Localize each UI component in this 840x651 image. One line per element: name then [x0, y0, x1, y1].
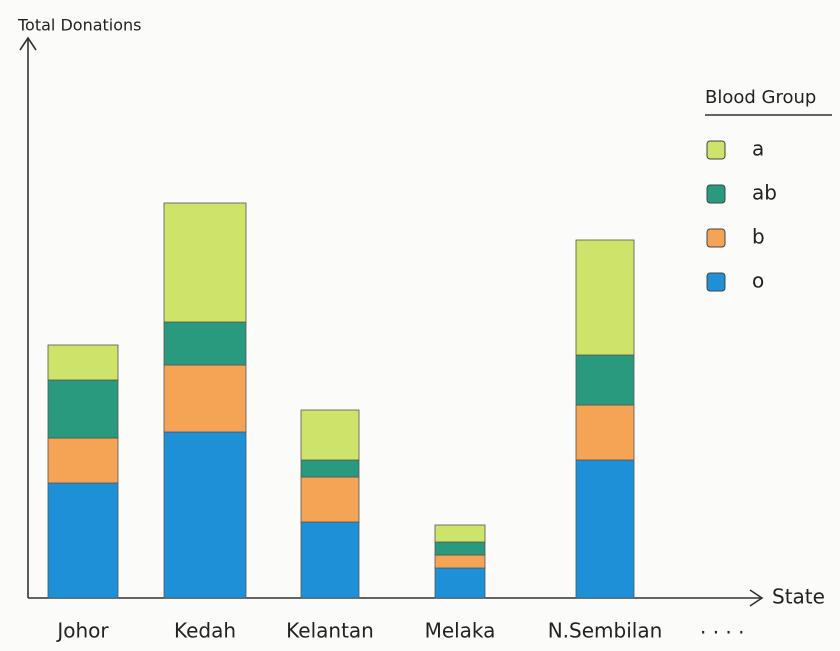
legend-swatch: [706, 184, 726, 204]
bar-segment: [47, 437, 119, 484]
x-tick-label: N.Sembilan: [548, 619, 663, 643]
bar-segment: [47, 379, 119, 439]
bar-segment: [300, 476, 360, 523]
legend-swatch: [706, 140, 726, 160]
bar-segment: [163, 321, 247, 366]
bar-segment: [434, 524, 486, 543]
bar-segment: [300, 459, 360, 478]
bar-segment: [163, 431, 247, 599]
bar-segment: [47, 482, 119, 599]
bar-segment: [434, 554, 486, 569]
legend-label: o: [752, 269, 764, 293]
x-tick-label: Melaka: [425, 619, 496, 643]
x-tick-label: Kelantan: [286, 619, 374, 643]
x-axis-arrow: [749, 589, 764, 607]
legend-swatch: [706, 272, 726, 292]
legend-title: Blood Group: [705, 87, 816, 108]
legend-label: a: [752, 137, 764, 161]
x-axis-label: State: [772, 585, 825, 609]
bar-segment: [300, 521, 360, 599]
bar-segment: [575, 354, 635, 406]
bar-segment: [163, 364, 247, 433]
bar-segment: [434, 541, 486, 556]
y-axis-arrow: [19, 36, 37, 51]
bar-segment: [163, 202, 247, 323]
x-more: · · · ·: [700, 621, 745, 645]
x-tick-label: Kedah: [174, 619, 236, 643]
bar-segment: [575, 404, 635, 461]
bar-segment: [575, 459, 635, 599]
bar-segment: [47, 344, 119, 381]
legend-label: ab: [752, 181, 777, 205]
bar-segment: [300, 409, 360, 461]
bar-segment: [575, 239, 635, 356]
legend-label: b: [752, 225, 765, 249]
x-tick-label: Johor: [55, 619, 109, 643]
bar-segment: [434, 567, 486, 599]
legend-swatch: [706, 228, 726, 248]
y-axis-label: Total Donations: [17, 16, 142, 35]
